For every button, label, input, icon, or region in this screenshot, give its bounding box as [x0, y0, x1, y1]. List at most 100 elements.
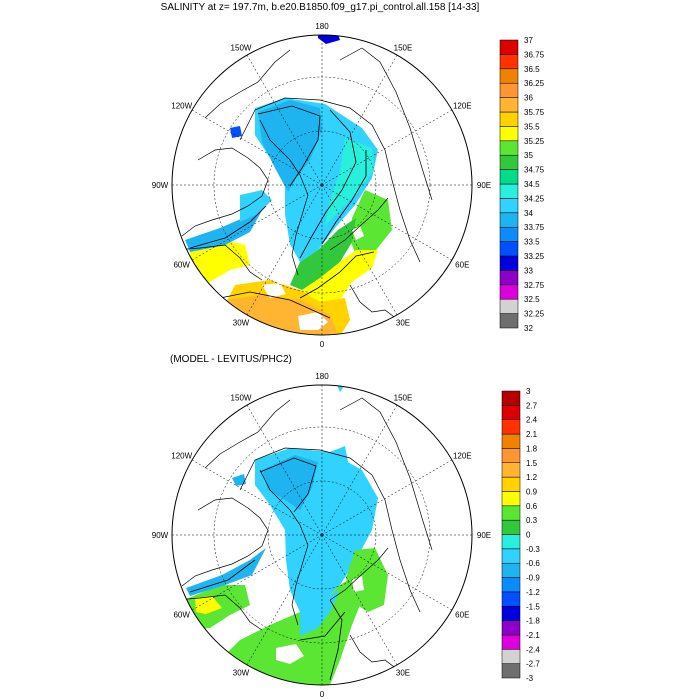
meridian-line [321, 534, 453, 611]
colorbar-label: 2.7 [526, 401, 538, 410]
plot-title-top: SALINITY at z= 197.7m, b.e20.B1850.f09_g… [160, 2, 480, 13]
meridian-line [246, 54, 323, 186]
colorbar-swatch [501, 562, 521, 578]
colorbar-swatch [499, 270, 519, 286]
colorbar-label: 36.5 [524, 65, 540, 74]
colorbar-swatch [501, 577, 521, 593]
colorbar-swatch [499, 82, 519, 98]
longitude-label: 60E [455, 261, 469, 270]
colorbar-label: 2.4 [526, 416, 538, 425]
colorbar-bottom: -3 -2.7 -2.4 -2.1 -1.8 -1.5 -1.2 -0.9 -0.6 -0.3 0 0… [501, 387, 540, 683]
colorbar-label: -1.8 [526, 617, 540, 626]
colorbar-label: -1.2 [526, 588, 540, 597]
colorbar-label: 1.5 [526, 459, 538, 468]
colorbar-swatch [499, 39, 519, 55]
meridian-line [246, 534, 323, 666]
colorbar-label: 32 [524, 324, 533, 333]
colorbar-swatch [501, 405, 521, 420]
longitude-label: 60W [173, 611, 190, 620]
colorbar-label: 3 [526, 387, 531, 396]
longitude-label: 150W [231, 43, 252, 52]
colorbar-swatch [501, 462, 521, 478]
coastlines-top [174, 47, 433, 335]
meridian-line [191, 109, 323, 186]
colorbar-swatch [501, 591, 521, 607]
colorbar-swatch [499, 154, 519, 170]
meridian-line [191, 184, 323, 261]
colorbar-label: 1.8 [526, 444, 538, 453]
longitude-label: 90E [477, 181, 491, 190]
longitude-label: 120W [171, 102, 192, 111]
longitude-label: 120E [453, 102, 472, 111]
colorbar-swatch [501, 534, 521, 550]
colorbar-label: 0.9 [526, 487, 538, 496]
colorbar-label: -0.9 [526, 574, 540, 583]
colorbar-label: 37 [524, 36, 533, 45]
anomaly-field-bottom [184, 385, 388, 685]
map-top: 180 150E 120E 90E 60E 30E 0 30W 60W 90W 120W 150W [152, 22, 491, 349]
colorbar-swatch [501, 649, 521, 664]
meridian-line [321, 184, 453, 261]
colorbar-label: 36 [524, 94, 533, 103]
colorbar-label: -2.4 [526, 645, 540, 654]
map-bottom: 180 150E 120E 90E 60E 30E 0 30W 60W 90W 120W 150W [152, 372, 491, 699]
colorbar-swatch [499, 97, 519, 113]
colorbar-swatch [499, 54, 519, 70]
colorbar-swatch [499, 241, 519, 257]
meridian-line [321, 404, 398, 536]
colorbar-label: 35 [524, 151, 533, 160]
meridian-line [321, 54, 398, 186]
colorbar-label: 36.25 [524, 79, 545, 88]
longitude-label: 120W [171, 452, 192, 461]
contours-top [189, 105, 375, 319]
longitude-label: 30E [396, 319, 410, 328]
longitude-label: 150E [394, 43, 413, 52]
colorbar-swatch [501, 548, 521, 564]
colorbar-top: 32 32.25 32.5 32.75 33 33.25 33.5 33.75 34 34.25 3… [499, 36, 545, 333]
colorbar-label: 32.25 [524, 310, 545, 319]
colorbar-swatch [499, 212, 519, 228]
graticule-top [172, 35, 472, 335]
colorbar-swatch [499, 68, 519, 84]
colorbar-label: 34.25 [524, 194, 545, 203]
colorbar-swatch [501, 519, 521, 535]
longitude-labels-top: 180 150E 120E 90E 60E 30E 0 30W 60W 90W 120W 150W [152, 22, 491, 349]
colorbar-swatch [501, 505, 521, 521]
meridian-line [246, 404, 323, 536]
meridian-line [321, 109, 453, 186]
colorbar-label: 33.25 [524, 252, 545, 261]
longitude-label: 30W [233, 669, 250, 678]
longitude-labels-bottom: 180 150E 120E 90E 60E 30E 0 30W 60W 90W 120W 150W [152, 372, 491, 699]
colorbar-swatch [501, 491, 521, 507]
colorbar-swatch [499, 140, 519, 156]
colorbar-swatch [499, 255, 519, 271]
longitude-label: 180 [315, 22, 329, 31]
colorbar-swatch [501, 634, 521, 650]
salinity-field-top [185, 35, 392, 335]
colorbar-swatch [499, 183, 519, 199]
meridian-line [246, 184, 323, 316]
longitude-label: 60E [455, 611, 469, 620]
meridian-line [321, 459, 453, 536]
colorbar-swatch [501, 390, 521, 406]
colorbar-swatch [499, 298, 519, 314]
colorbar-swatch [501, 476, 521, 492]
longitude-label: 0 [320, 340, 325, 349]
longitude-label: 150E [394, 393, 413, 402]
colorbar-swatch [501, 663, 521, 679]
colorbar-label: 0.3 [526, 516, 538, 525]
colorbar-label: -0.6 [526, 559, 540, 568]
colorbar-label: 33.5 [524, 238, 540, 247]
contours-bottom [189, 457, 346, 681]
colorbar-label: 1.2 [526, 473, 538, 482]
meridian-line [191, 534, 323, 611]
colorbar-swatch [501, 606, 521, 621]
longitude-label: 30E [396, 669, 410, 678]
colorbar-label: -2.1 [526, 631, 540, 640]
meridian-line [321, 184, 398, 316]
colorbar-label: 34 [524, 209, 533, 218]
colorbar-label: 33 [524, 266, 533, 275]
colorbar-swatch [499, 198, 519, 214]
meridian-line [321, 534, 398, 666]
